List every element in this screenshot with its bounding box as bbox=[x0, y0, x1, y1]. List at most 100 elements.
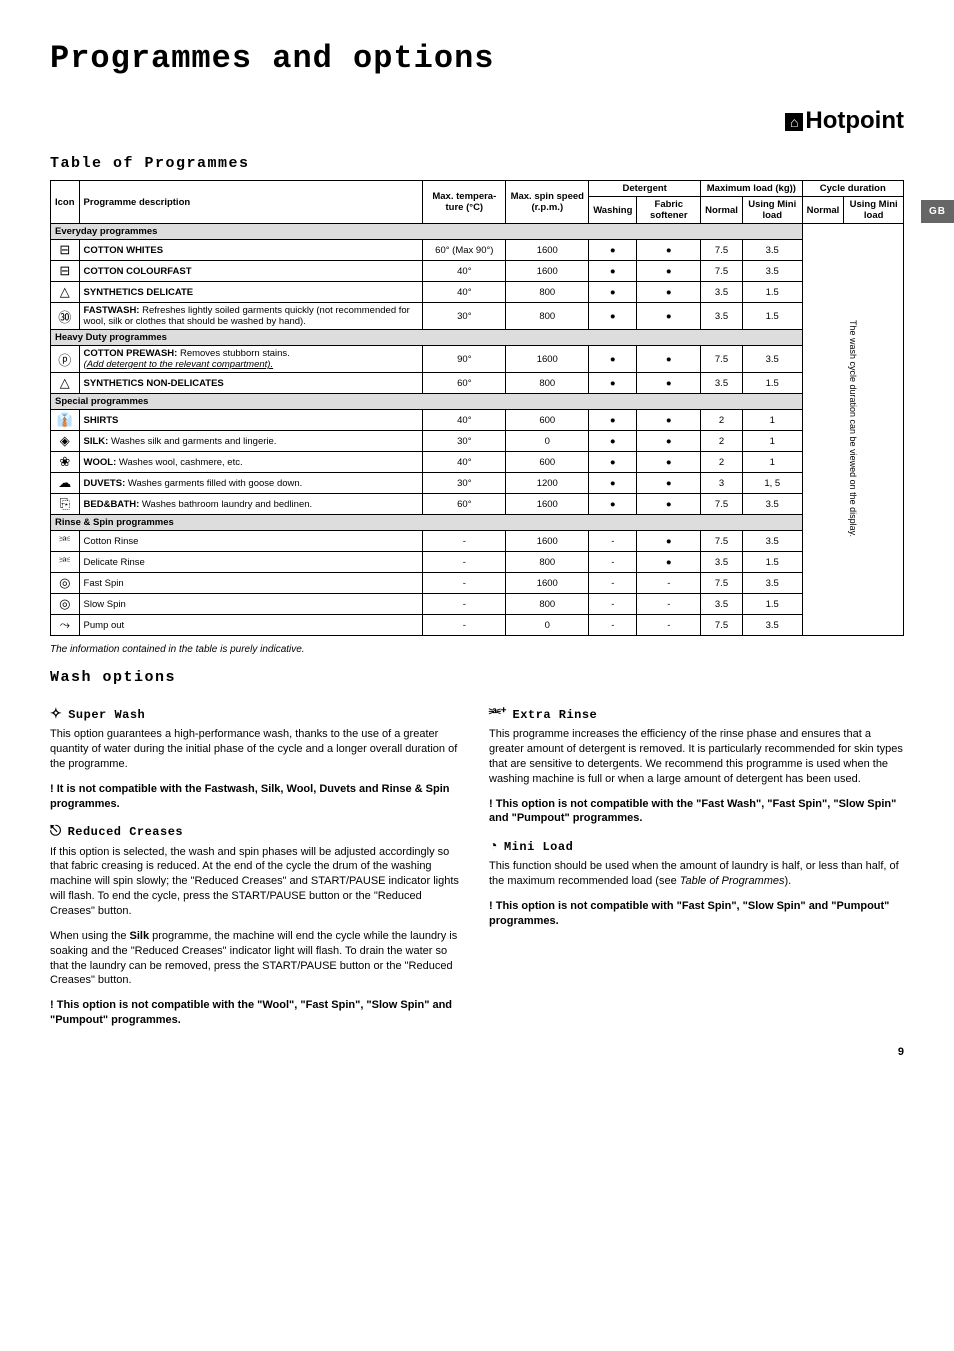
cell: 7.5 bbox=[701, 240, 743, 261]
reduced-creases-text-2: When using the Silk programme, the machi… bbox=[50, 929, 465, 988]
row-desc: Fast Spin bbox=[79, 573, 423, 594]
cell: 1 bbox=[742, 452, 802, 473]
row-icon: ⊟ bbox=[51, 240, 80, 261]
row-icon: ⊟ bbox=[51, 261, 80, 282]
cell: 600 bbox=[506, 410, 589, 431]
cell: 3.5 bbox=[742, 261, 802, 282]
super-wash-text: This option guarantees a high-performanc… bbox=[50, 727, 465, 772]
left-column: ✧Super Wash This option guarantees a hig… bbox=[50, 694, 465, 1038]
cell: 2 bbox=[701, 410, 743, 431]
cell: 7.5 bbox=[701, 261, 743, 282]
super-wash-heading: ✧Super Wash bbox=[50, 704, 465, 723]
language-tag: GB bbox=[921, 200, 954, 223]
cell: 7.5 bbox=[701, 573, 743, 594]
cell: - bbox=[637, 594, 701, 615]
cell: ● bbox=[589, 303, 637, 330]
cell: 40° bbox=[423, 282, 506, 303]
cell: 3.5 bbox=[701, 594, 743, 615]
cell: ● bbox=[589, 452, 637, 473]
programmes-table: Icon Programme description Max. tempera-… bbox=[50, 180, 904, 636]
row-desc: Slow Spin bbox=[79, 594, 423, 615]
th-cycledur: Cycle duration bbox=[802, 181, 903, 197]
row-desc: WOOL: Washes wool, cashmere, etc. bbox=[79, 452, 423, 473]
table-row: ⎘BED&BATH: Washes bathroom laundry and b… bbox=[51, 494, 904, 515]
extra-rinse-heading: ⎃⁺Extra Rinse bbox=[489, 704, 904, 723]
cell: 1 bbox=[742, 431, 802, 452]
cell: 1600 bbox=[506, 494, 589, 515]
cell: 3.5 bbox=[701, 373, 743, 394]
row-desc: COTTON COLOURFAST bbox=[84, 266, 192, 277]
th-desc: Programme description bbox=[79, 181, 423, 224]
cell: ● bbox=[589, 494, 637, 515]
row-desc: SILK: Washes silk and garments and linge… bbox=[79, 431, 423, 452]
row-desc: BED&BATH: Washes bathroom laundry and be… bbox=[79, 494, 423, 515]
th-load-mini: Using Mini load bbox=[742, 197, 802, 224]
cell: ● bbox=[637, 373, 701, 394]
table-row: 👔SHIRTS40°600●●21 bbox=[51, 410, 904, 431]
cat-special: Special programmes bbox=[51, 394, 803, 410]
extra-rinse-text: This programme increases the efficiency … bbox=[489, 727, 904, 786]
table-row: △SYNTHETICS DELICATE40°800●●3.51.5 bbox=[51, 282, 904, 303]
cell: 3.5 bbox=[742, 240, 802, 261]
brand-logo: ⌂Hotpoint bbox=[50, 107, 904, 135]
cell: - bbox=[589, 552, 637, 573]
th-dur-normal: Normal bbox=[802, 197, 844, 224]
super-wash-icon: ✧ bbox=[50, 705, 62, 721]
table-heading: Table of Programmes bbox=[50, 155, 904, 172]
brand-name: Hotpoint bbox=[805, 107, 904, 134]
cell: 3.5 bbox=[742, 494, 802, 515]
cell: - bbox=[423, 615, 506, 636]
row-desc: SHIRTS bbox=[84, 415, 119, 426]
th-spin: Max. spin speed (r.p.m.) bbox=[506, 181, 589, 224]
extra-rinse-warning: ! This option is not compatible with the… bbox=[489, 797, 904, 827]
cell: 3.5 bbox=[701, 282, 743, 303]
cell: 1600 bbox=[506, 573, 589, 594]
row-desc: SYNTHETICS DELICATE bbox=[84, 287, 194, 298]
th-washing: Washing bbox=[589, 197, 637, 224]
row-icon: ⤳ bbox=[51, 615, 80, 636]
row-icon: ⓟ bbox=[51, 346, 80, 373]
cell: ● bbox=[589, 410, 637, 431]
wash-options-heading: Wash options bbox=[50, 669, 904, 686]
cell: 600 bbox=[506, 452, 589, 473]
cell: 30° bbox=[423, 431, 506, 452]
cell: - bbox=[637, 615, 701, 636]
cell: ● bbox=[637, 410, 701, 431]
cell: ● bbox=[637, 494, 701, 515]
th-icon: Icon bbox=[51, 181, 80, 224]
th-detergent: Detergent bbox=[589, 181, 701, 197]
cell: 800 bbox=[506, 594, 589, 615]
table-row: ⊟COTTON WHITES60° (Max 90°)1600●●7.53.5 bbox=[51, 240, 904, 261]
table-row: ◎Fast Spin-1600--7.53.5 bbox=[51, 573, 904, 594]
cell: 1.5 bbox=[742, 303, 802, 330]
cell: 40° bbox=[423, 261, 506, 282]
cell: - bbox=[589, 573, 637, 594]
cell: 1600 bbox=[506, 240, 589, 261]
cell: 90° bbox=[423, 346, 506, 373]
cell: 40° bbox=[423, 410, 506, 431]
brand-icon: ⌂ bbox=[785, 113, 803, 131]
table-row: ◎Slow Spin-800--3.51.5 bbox=[51, 594, 904, 615]
row-icon: ⎃ bbox=[51, 531, 80, 552]
cell: 60° (Max 90°) bbox=[423, 240, 506, 261]
cell: 7.5 bbox=[701, 531, 743, 552]
cell: ● bbox=[637, 303, 701, 330]
cell: 7.5 bbox=[701, 494, 743, 515]
cell: ● bbox=[637, 346, 701, 373]
cat-everyday: Everyday programmes bbox=[51, 224, 803, 240]
th-load-normal: Normal bbox=[701, 197, 743, 224]
cell: 60° bbox=[423, 494, 506, 515]
table-row: ❀WOOL: Washes wool, cashmere, etc.40°600… bbox=[51, 452, 904, 473]
cell: 1.5 bbox=[742, 282, 802, 303]
cell: 1.5 bbox=[742, 373, 802, 394]
mini-load-heading: ◔Mini Load bbox=[489, 836, 904, 855]
cell: ● bbox=[589, 282, 637, 303]
table-row: ☁DUVETS: Washes garments filled with goo… bbox=[51, 473, 904, 494]
cell: 1600 bbox=[506, 261, 589, 282]
page-title: Programmes and options bbox=[50, 40, 904, 77]
cell: 3.5 bbox=[701, 552, 743, 573]
table-row: ◈SILK: Washes silk and garments and ling… bbox=[51, 431, 904, 452]
cell: ● bbox=[637, 552, 701, 573]
cell: 1 bbox=[742, 410, 802, 431]
right-column: ⎃⁺Extra Rinse This programme increases t… bbox=[489, 694, 904, 1038]
